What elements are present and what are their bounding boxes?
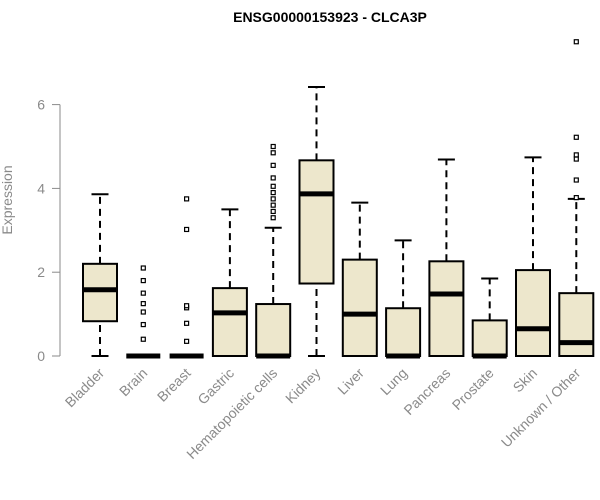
y-axis-label: Expression (0, 165, 15, 234)
outlier-point (140, 265, 146, 271)
y-tick-label: 6 (37, 97, 45, 113)
box-liver (341, 201, 378, 358)
outlier-point (573, 177, 579, 183)
box-brain (126, 265, 161, 359)
box-rect (385, 307, 422, 358)
box-gastric (211, 208, 248, 358)
outlier-point (140, 290, 146, 296)
x-tick-label: Bladder (62, 365, 108, 411)
box-unknown-other (558, 39, 595, 357)
x-tick-label: Lung (377, 365, 410, 398)
outlier-point (270, 202, 276, 208)
outlier-point (270, 196, 276, 202)
outlier-point (270, 162, 276, 168)
outlier-point (270, 215, 276, 221)
outlier-point (184, 303, 190, 309)
box-kidney (298, 86, 335, 357)
outlier-point (270, 189, 276, 196)
box-rect (341, 258, 378, 358)
box-skin (515, 156, 551, 358)
y-tick-label: 4 (37, 180, 45, 196)
box-pancreas (428, 158, 465, 357)
box-rect (515, 269, 551, 358)
chart-title: ENSG00000153923 - CLCA3P (233, 9, 427, 25)
x-tick-label: Breast (154, 365, 194, 405)
box-breast (169, 196, 204, 359)
outlier-point (270, 143, 276, 150)
outlier-point (573, 195, 579, 201)
box-hematopoietic-cells (255, 143, 292, 359)
outlier-point (573, 152, 579, 158)
x-tick-label: Gastric (194, 365, 237, 408)
y-tick-label: 2 (37, 264, 45, 280)
x-tick-label: Liver (334, 365, 367, 398)
outlier-point (184, 226, 190, 233)
box-bladder (82, 193, 118, 357)
y-tick-label: 0 (37, 348, 45, 364)
outlier-point (184, 196, 190, 202)
y-axis: 0 2 4 6 (37, 97, 61, 364)
x-tick-label: Prostate (449, 365, 497, 413)
outlier-point (140, 301, 146, 307)
outlier-point (184, 338, 190, 344)
x-tick-label: Pancreas (400, 365, 453, 418)
box-rect (255, 303, 292, 358)
outlier-point (140, 277, 146, 284)
outlier-point (573, 134, 579, 140)
box-rect (298, 159, 335, 285)
box-prostate (471, 277, 508, 359)
outlier-point (270, 175, 276, 181)
x-tick-label: Unknown / Other (498, 365, 584, 451)
outlier-point (270, 208, 276, 215)
box-rect (558, 292, 595, 357)
x-tick-label: Kidney (282, 365, 324, 407)
outlier-point (270, 150, 276, 156)
x-tick-label: Brain (116, 365, 150, 399)
outlier-point (573, 39, 579, 45)
box-rect (428, 260, 465, 357)
x-tick-label: Skin (510, 365, 541, 396)
box-lung (385, 239, 422, 359)
outlier-point (140, 336, 146, 342)
box-rect (82, 262, 118, 323)
outlier-point (140, 309, 146, 315)
box-rect (211, 287, 248, 358)
outlier-point (140, 321, 146, 328)
box-rect (471, 319, 508, 358)
boxes-layer (82, 39, 595, 359)
outlier-point (270, 183, 276, 189)
outlier-point (573, 156, 579, 162)
outlier-point (184, 320, 190, 326)
